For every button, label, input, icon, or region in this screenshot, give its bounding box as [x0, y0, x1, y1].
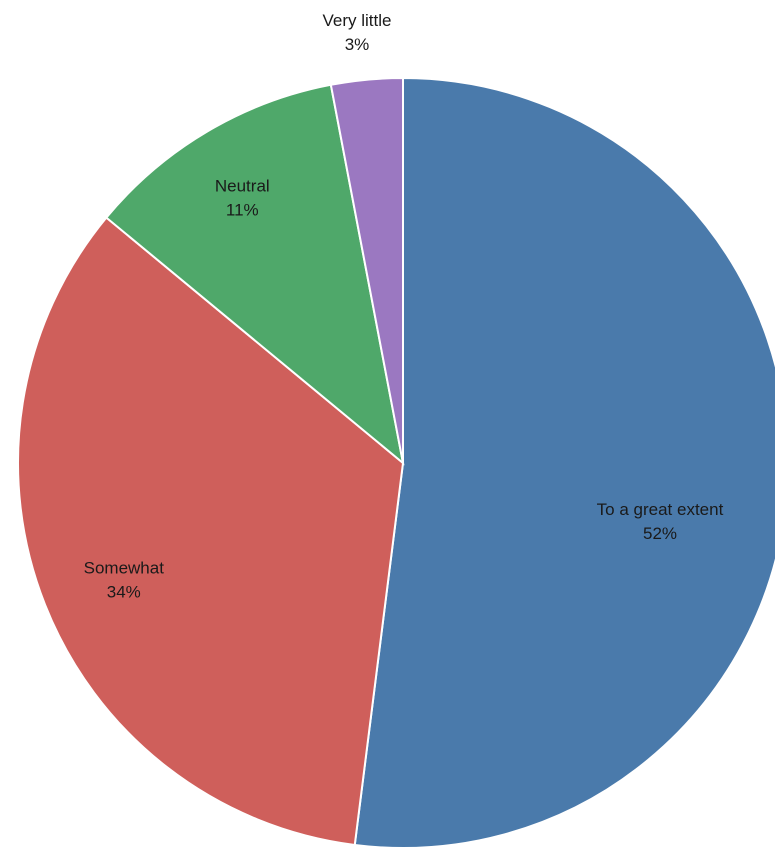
pie-slice-very-little	[329, 76, 404, 464]
pie-label-name: Somewhat	[84, 559, 165, 578]
pie-slice-somewhat	[17, 216, 405, 847]
pie-label-somewhat: Somewhat 34%	[84, 559, 165, 602]
pie-label-value: 3%	[345, 35, 370, 54]
pie-label-very-little: Very little 3%	[323, 11, 392, 54]
pie-label-name: To a great extent	[597, 500, 724, 519]
pie-label-value: 52%	[643, 524, 677, 543]
pie-label-to-a-great-extent: To a great extent 52%	[597, 500, 724, 543]
pie-labels: To a great extent 52% Somewhat 34% Neutral 11…	[84, 11, 724, 602]
pie-label-value: 34%	[107, 583, 141, 602]
pie-label-neutral: Neutral 11%	[215, 176, 270, 219]
pie-label-value: 11%	[226, 200, 259, 219]
pie-label-name: Neutral	[215, 176, 270, 195]
pie-slice-to-a-great-extent	[353, 76, 775, 848]
pie-slice-neutral	[104, 83, 405, 466]
pie-label-name: Very little	[323, 11, 392, 30]
pie-slices	[17, 76, 775, 848]
